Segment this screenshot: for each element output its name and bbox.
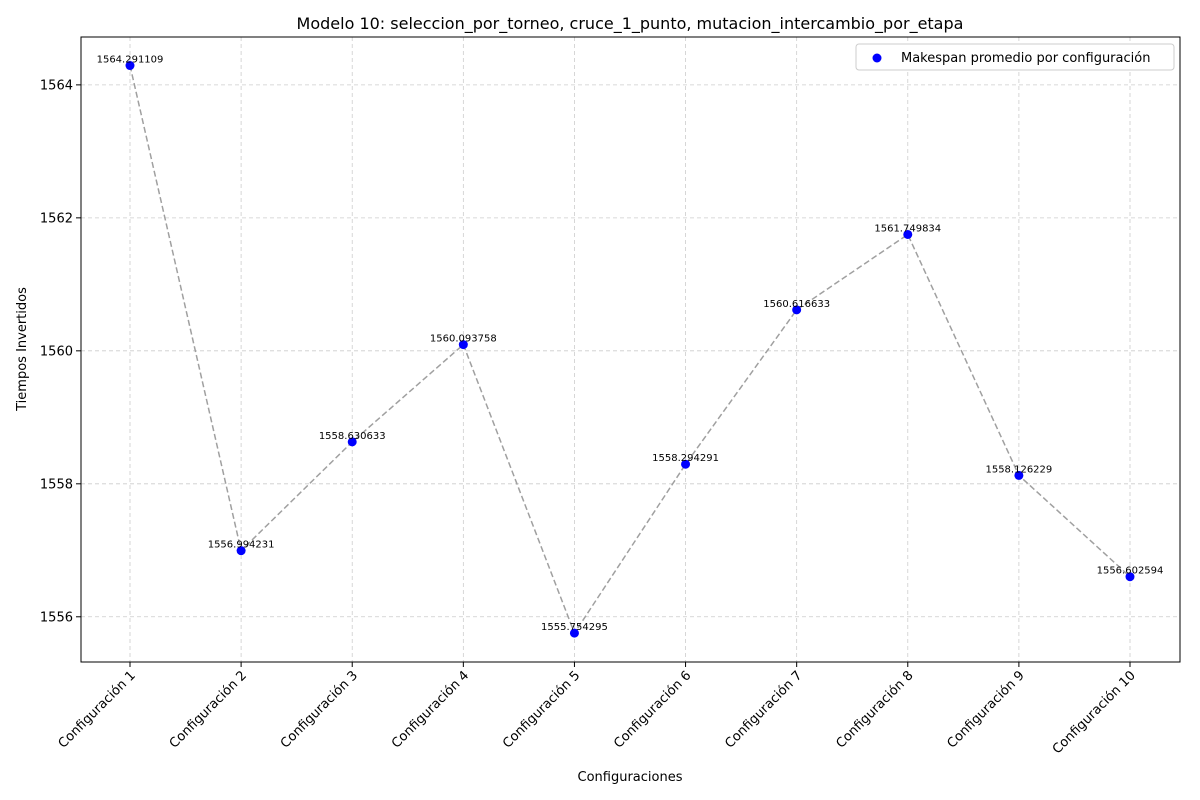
- data-label: 1561.749834: [874, 223, 941, 234]
- y-ticks: 1556 1558 1560 1562 1564: [40, 78, 81, 625]
- chart-title: Modelo 10: seleccion_por_torneo, cruce_1…: [297, 14, 964, 34]
- data-label: 1560.093758: [430, 334, 497, 345]
- data-label: 1556.602594: [1097, 566, 1164, 577]
- legend-marker: [872, 53, 882, 63]
- data-label: 1560.616633: [763, 299, 830, 310]
- data-point: [903, 229, 913, 239]
- x-ticks: Configuración 1 Configuración 2 Configurac…: [56, 662, 1139, 757]
- y-tick-label: 1558: [40, 477, 73, 492]
- x-tick-label: Configuración 2: [167, 668, 250, 751]
- data-point: [1014, 470, 1024, 480]
- plot-frame: [80, 36, 1181, 663]
- data-point: [569, 628, 579, 638]
- x-tick-label: Configuración 5: [500, 668, 583, 751]
- series-line: [129, 65, 1131, 635]
- data-point: [236, 546, 246, 556]
- data-point: [1125, 572, 1135, 582]
- x-tick-label: Configuración 9: [945, 668, 1028, 751]
- grid: [81, 37, 1180, 662]
- legend-label: Makespan promedio por configuración: [901, 51, 1150, 66]
- data-label: 1558.294291: [652, 453, 719, 464]
- connecting-line: [129, 65, 1131, 635]
- data-label: 1558.630633: [319, 431, 386, 442]
- y-tick-label: 1560: [40, 344, 73, 359]
- x-tick-label: Configuración 10: [1050, 668, 1139, 757]
- x-axis-label: Configuraciones: [578, 770, 683, 785]
- data-point: [458, 340, 468, 350]
- x-tick-label: Configuración 7: [722, 668, 805, 751]
- data-point: [792, 305, 802, 315]
- data-label: 1564.291109: [97, 55, 164, 66]
- y-axis-label: Tiempos Invertidos: [15, 287, 30, 412]
- x-tick-label: Configuración 4: [389, 668, 472, 751]
- data-points: [125, 61, 1135, 638]
- data-point: [125, 61, 135, 71]
- data-point: [681, 459, 691, 469]
- legend: Makespan promedio por configuración: [855, 43, 1175, 71]
- y-tick-label: 1564: [40, 78, 73, 93]
- x-tick-label: Configuración 8: [833, 668, 916, 751]
- x-tick-label: Configuración 1: [56, 668, 139, 751]
- data-label: 1556.994231: [208, 540, 275, 551]
- x-tick-label: Configuración 6: [611, 668, 694, 751]
- data-point: [347, 437, 357, 447]
- legend-box: [855, 43, 1175, 71]
- data-label: 1558.126229: [985, 464, 1052, 475]
- data-label: 1555.754295: [541, 622, 608, 633]
- y-tick-label: 1556: [40, 610, 73, 625]
- x-tick-label: Configuración 3: [278, 668, 361, 751]
- data-labels: 1564.291109 1556.994231 1558.630633 1560.09…: [97, 55, 1164, 634]
- y-tick-label: 1562: [40, 211, 73, 226]
